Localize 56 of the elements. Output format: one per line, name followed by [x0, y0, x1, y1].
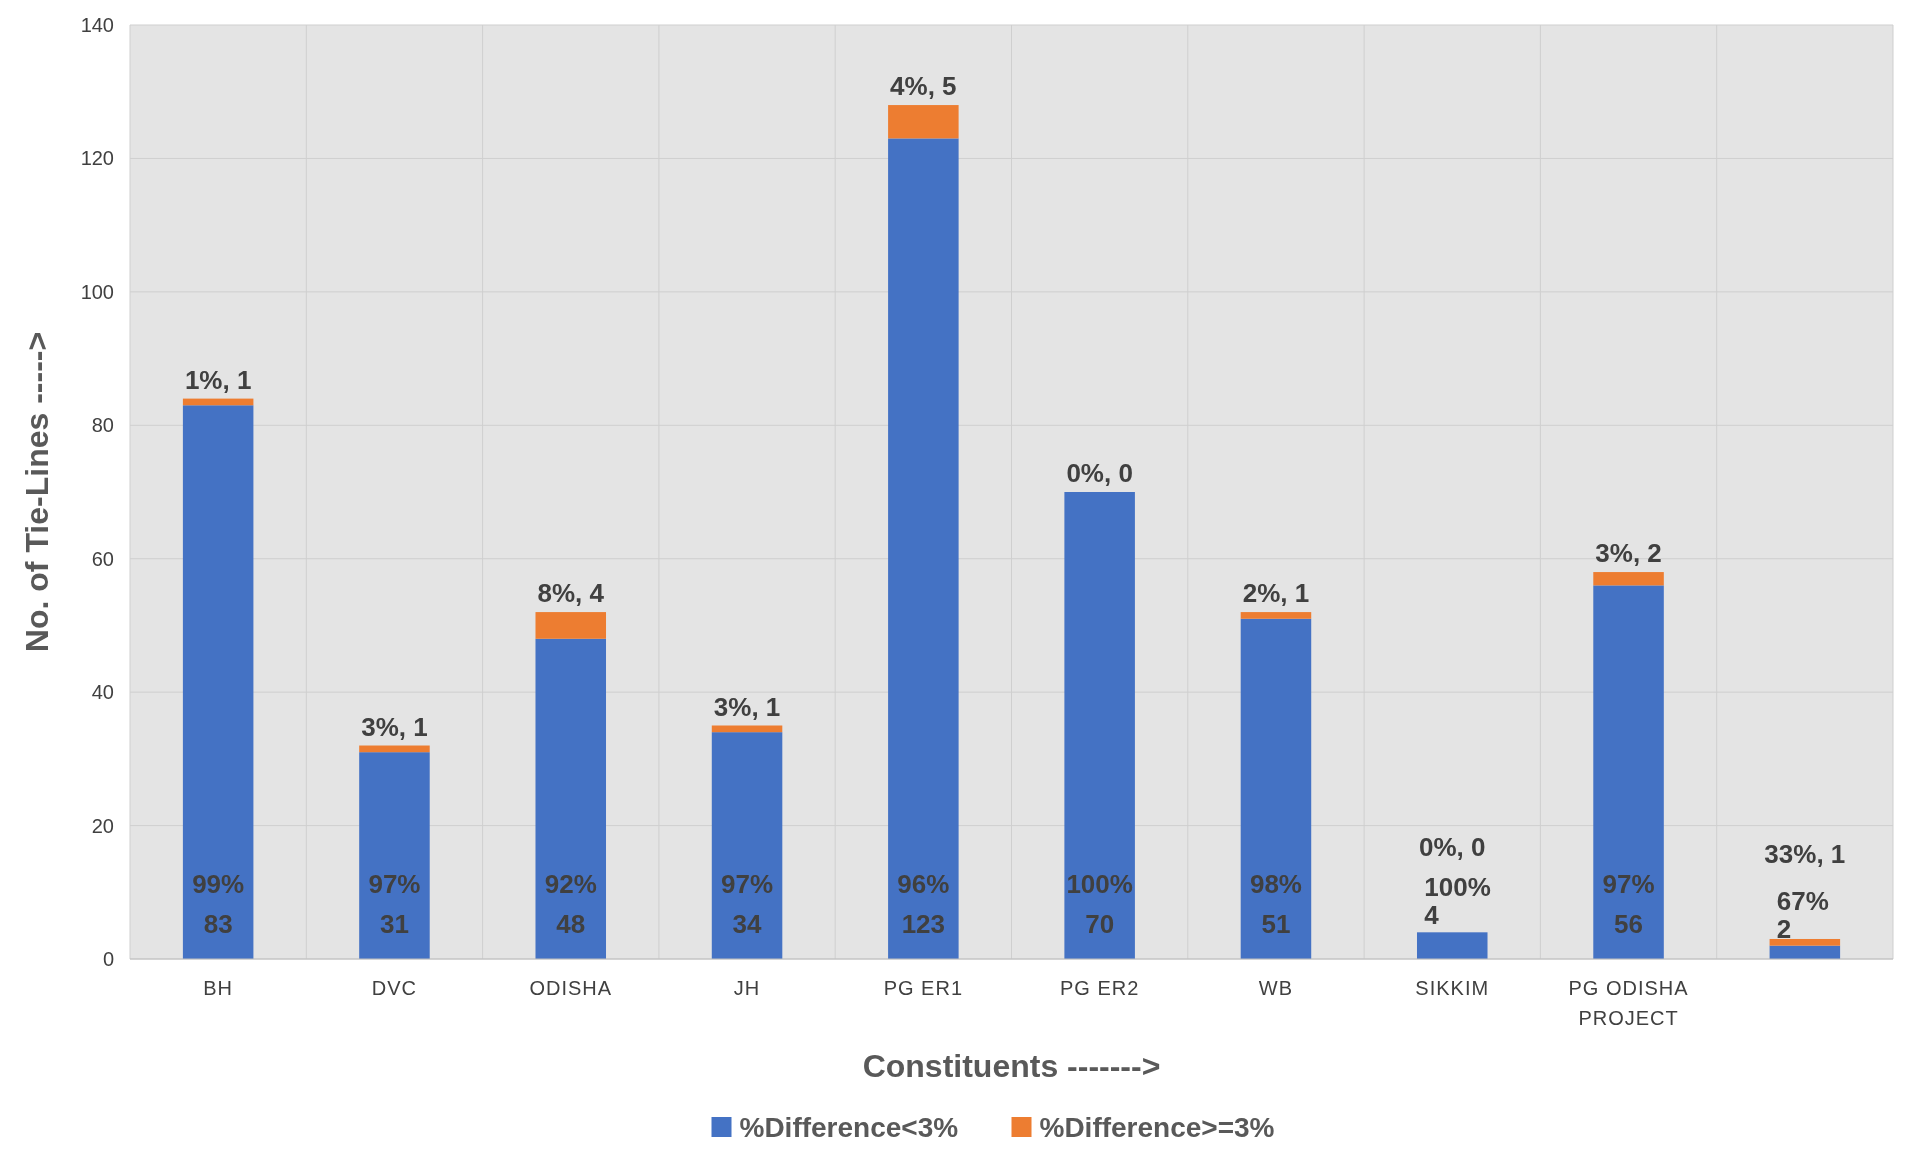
bar [1240, 618, 1312, 959]
data-label: 8%, 4 [537, 578, 605, 609]
x-tick-label: PG ER1 [883, 977, 964, 999]
x-tick-label: DVC [371, 977, 418, 999]
data-label: 3%, 2 [1595, 538, 1662, 569]
data-label: 4%, 5 [890, 71, 957, 102]
bar [182, 405, 254, 959]
y-tick-label: 20 [91, 814, 114, 837]
data-label: 0%, 0 [1066, 458, 1133, 488]
y-tick-label: 60 [91, 547, 114, 570]
legend-label: %Difference>=3% [1039, 1111, 1275, 1143]
legend-label: %Difference<3% [739, 1111, 959, 1143]
x-tick-label: SIKKIM [1415, 977, 1490, 999]
x-tick-label: PG ODISHA PROJECT [1568, 977, 1689, 1029]
x-tick-label: PG ER2 [1059, 977, 1140, 999]
bar [359, 752, 430, 959]
bar [535, 638, 607, 959]
y-tick-label: 120 [80, 147, 114, 170]
bar [1064, 492, 1135, 959]
bar [1416, 932, 1488, 959]
data-label: 98% 51 [1249, 869, 1302, 939]
data-label: 67% 2 [1776, 885, 1829, 944]
data-label: 99% 83 [192, 869, 245, 939]
bar [535, 612, 607, 639]
x-tick-label: WB [1258, 977, 1294, 999]
y-tick-label: 80 [91, 414, 114, 437]
data-label: 92% 48 [544, 869, 597, 939]
data-label: 97% 31 [368, 869, 421, 939]
data-label: 3%, 1 [361, 711, 428, 742]
y-tick-label: 0 [102, 948, 114, 970]
x-tick-label: ODISHA [529, 977, 613, 999]
data-label: 96% 123 [897, 869, 950, 939]
y-tick-label: 140 [80, 14, 114, 36]
data-label: 2%, 1 [1242, 578, 1310, 609]
bar [1593, 572, 1664, 586]
data-label: 1%, 1 [184, 364, 252, 395]
bar [359, 745, 430, 753]
bar [1240, 612, 1312, 619]
data-label: 97% 34 [721, 869, 774, 939]
x-tick-label: BH [203, 977, 234, 999]
data-label: 3%, 1 [713, 691, 781, 722]
bar [888, 138, 959, 959]
data-label: 100% 70 [1066, 869, 1133, 939]
bar [711, 732, 783, 959]
data-label: 33%, 1 [1764, 838, 1846, 869]
bar [1593, 585, 1664, 959]
data-label: 97% 56 [1602, 869, 1655, 939]
bar [1769, 938, 1841, 946]
x-axis-title: Constituents -------> [862, 1048, 1161, 1084]
x-tick-label: JH [733, 977, 761, 999]
data-label: 0%, 0 [1419, 832, 1486, 863]
y-tick-label: 40 [91, 681, 114, 704]
data-label: 100% 4 [1424, 872, 1491, 931]
y-tick-label: 100 [80, 280, 114, 303]
y-axis-title: No. of Tie-Lines -----> [19, 331, 55, 653]
bar [888, 105, 959, 139]
